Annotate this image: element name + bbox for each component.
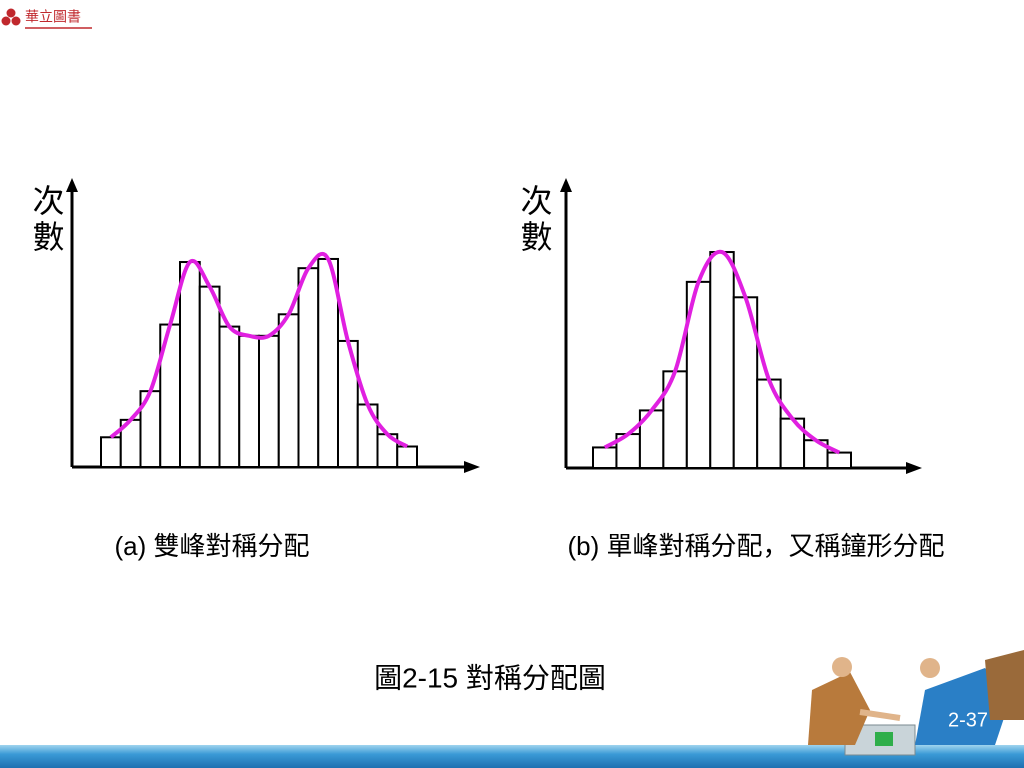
figure-title: 圖2-15 對稱分配圖 bbox=[374, 662, 606, 693]
bar bbox=[709, 251, 735, 469]
y-arrow bbox=[560, 178, 572, 192]
clipart bbox=[808, 650, 1024, 756]
curve bbox=[109, 251, 409, 449]
curve bbox=[603, 249, 841, 455]
bar bbox=[297, 267, 320, 468]
bar bbox=[100, 436, 122, 469]
logo-text: 華立圖書 bbox=[25, 9, 81, 25]
bar bbox=[238, 334, 260, 468]
footer-band bbox=[0, 745, 1024, 768]
y-axis-label: 次數 bbox=[517, 184, 553, 256]
x-arrow bbox=[464, 461, 480, 473]
bar bbox=[826, 451, 853, 469]
bar bbox=[277, 313, 300, 468]
bar bbox=[396, 445, 418, 468]
bar bbox=[198, 285, 221, 468]
bar bbox=[179, 261, 201, 468]
logo: 華立圖書 bbox=[1, 8, 92, 29]
y-arrow bbox=[66, 178, 78, 192]
y-axis-label: 次數 bbox=[29, 184, 65, 256]
page-number: 2-37 bbox=[948, 709, 988, 731]
caption: (a) 雙峰對稱分配 bbox=[114, 531, 309, 561]
bar bbox=[356, 403, 379, 468]
bar bbox=[756, 378, 782, 469]
bar bbox=[218, 325, 241, 469]
x-arrow bbox=[906, 462, 922, 474]
caption: (b) 單峰對稱分配，又稱鐘形分配 bbox=[567, 531, 944, 561]
bar bbox=[592, 446, 618, 469]
bar bbox=[258, 334, 280, 468]
